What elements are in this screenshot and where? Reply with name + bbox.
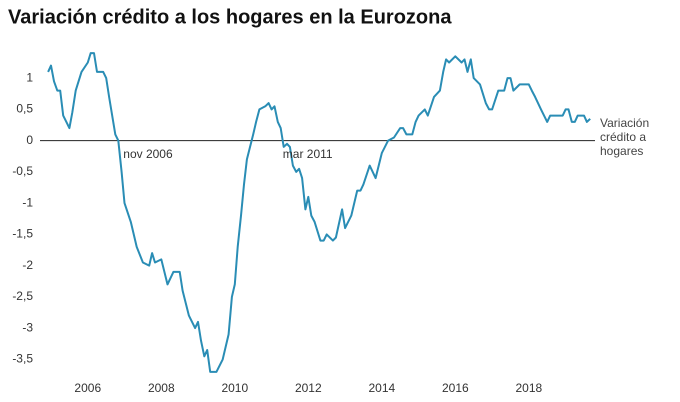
x-tick-label: 2018	[515, 381, 542, 395]
y-tick-label: -3,5	[12, 352, 33, 366]
y-tick-label: 1	[26, 70, 33, 84]
x-tick-label: 2006	[74, 381, 101, 395]
chart-title: Variación crédito a los hogares en la Eu…	[8, 6, 452, 28]
y-tick-label: -0,5	[12, 164, 33, 178]
y-tick-label: -1	[22, 195, 33, 209]
x-tick-label: 2012	[295, 381, 322, 395]
y-tick-label: -2	[22, 258, 33, 272]
y-tick-label: 0	[26, 133, 33, 147]
y-tick-label: -2,5	[12, 289, 33, 303]
series-label: Variación crédito a hogares	[600, 116, 650, 158]
x-tick-label: 2010	[221, 381, 248, 395]
series-line	[47, 52, 591, 373]
x-tick-label: 2014	[368, 381, 395, 395]
x-tick-label: 2008	[148, 381, 175, 395]
y-tick-label: 0,5	[16, 102, 33, 116]
annotation: nov 2006	[123, 147, 173, 161]
x-tick-label: 2016	[442, 381, 469, 395]
annotation: mar 2011	[283, 147, 333, 161]
y-tick-label: -1,5	[12, 227, 33, 241]
y-tick-label: -3	[22, 320, 33, 334]
